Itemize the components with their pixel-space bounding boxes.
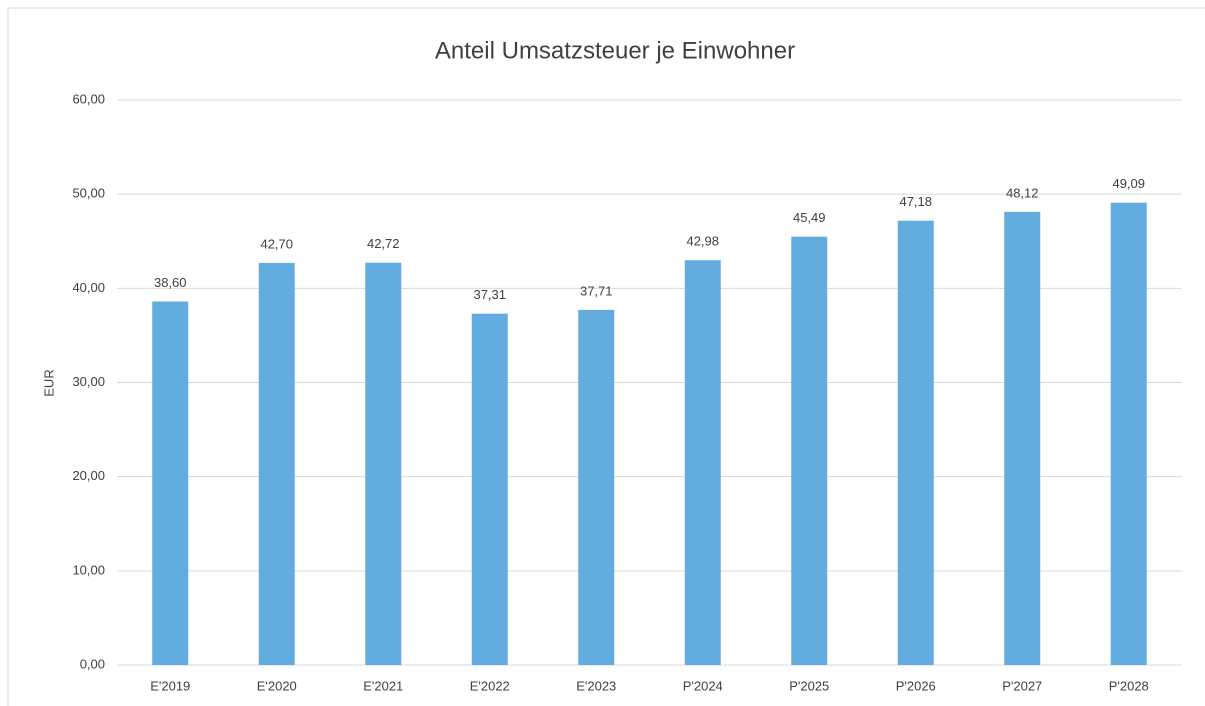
y-tick-label: 10,00: [72, 562, 105, 577]
data-label: 42,98: [686, 234, 719, 249]
data-label: 42,72: [367, 236, 400, 251]
x-tick-label: P'2025: [789, 678, 829, 693]
y-tick-label: 50,00: [72, 186, 105, 201]
bar: [471, 313, 508, 665]
y-tick-label: 30,00: [72, 374, 105, 389]
bar: [258, 262, 295, 665]
x-tick-label: P'2024: [683, 678, 723, 693]
x-tick-label: E'2019: [150, 678, 190, 693]
chart-border: [7, 7, 1205, 706]
bar: [1110, 202, 1147, 665]
x-tick-label: P'2028: [1109, 678, 1149, 693]
y-tick-label: 40,00: [72, 280, 105, 295]
data-label: 48,12: [1006, 185, 1039, 200]
bar: [152, 301, 189, 665]
bar: [684, 260, 721, 665]
data-label: 37,71: [580, 283, 613, 298]
x-tick-label: E'2020: [257, 678, 297, 693]
y-tick-label: 60,00: [72, 91, 105, 106]
data-label: 37,31: [473, 287, 506, 302]
x-tick-label: P'2027: [1002, 678, 1042, 693]
x-tick-label: E'2022: [470, 678, 510, 693]
bar: [791, 236, 828, 665]
bar: [578, 309, 615, 665]
data-label: 38,60: [154, 275, 187, 290]
bar: [1004, 211, 1041, 665]
chart-title: Anteil Umsatzsteuer je Einwohner: [435, 37, 795, 64]
data-label: 47,18: [899, 194, 932, 209]
x-tick-label: E'2021: [363, 678, 403, 693]
x-tick-label: E'2023: [576, 678, 616, 693]
data-label: 42,70: [260, 236, 293, 251]
data-label: 49,09: [1112, 176, 1145, 191]
y-tick-label: 0,00: [80, 656, 105, 671]
bar: [365, 262, 402, 665]
data-label: 45,49: [793, 210, 826, 225]
y-tick-label: 20,00: [72, 468, 105, 483]
bar: [897, 220, 934, 665]
y-axis-label: EUR: [41, 369, 56, 396]
x-tick-label: P'2026: [896, 678, 936, 693]
